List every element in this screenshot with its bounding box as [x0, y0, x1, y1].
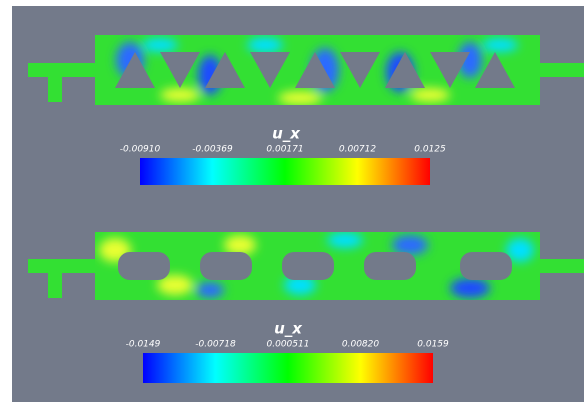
colorbar-title: u_x — [272, 125, 301, 143]
colorbar-tick-label: 0.000511 — [267, 340, 310, 350]
colorbar — [143, 353, 433, 383]
colorbar — [140, 158, 430, 185]
colorbar-tick-label: -0.00910 — [120, 145, 161, 155]
colorbar-tick-label: 0.0159 — [417, 340, 449, 350]
colorbar-tick-label: -0.00718 — [195, 340, 236, 350]
viewport: u_x -0.00910 -0.00369 0.00171 0.00712 0.0125 — [0, 0, 584, 402]
colorbar-tick-label: 0.0125 — [414, 145, 446, 155]
colorbar-tick-label: -0.00369 — [192, 145, 233, 155]
colorbar-tick-label: -0.0149 — [126, 340, 161, 350]
flow-field-top — [28, 35, 584, 105]
colorbar-tick-label: 0.00820 — [342, 340, 379, 350]
colorbar-title: u_x — [274, 320, 303, 338]
flow-field-bottom — [28, 232, 584, 300]
colorbar-tick-label: 0.00171 — [266, 145, 303, 155]
colorbar-tick-label: 0.00712 — [339, 145, 376, 155]
